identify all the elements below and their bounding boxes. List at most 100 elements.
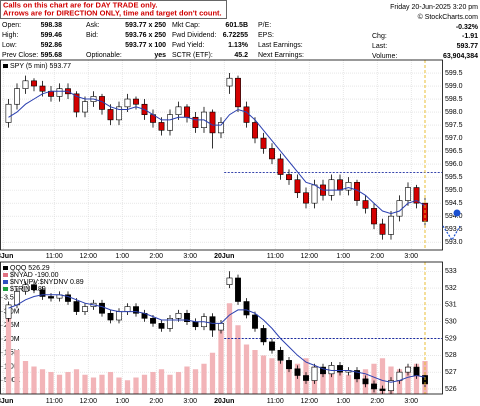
x-tick-label: 11:00	[267, 253, 284, 260]
volume-bar	[328, 372, 335, 394]
volume-bar	[405, 366, 411, 394]
candle-body	[22, 284, 29, 292]
legend-label: QQQ 526.29	[10, 265, 50, 272]
candle-body	[226, 77, 233, 87]
volume-tick-label: 1.0M	[4, 363, 20, 370]
candle-body	[209, 111, 216, 134]
x-tick-label: 3:00	[404, 253, 418, 260]
field-label: Ask:	[86, 22, 100, 29]
candle-body	[413, 366, 420, 376]
candle-body	[133, 98, 139, 105]
y-tick-label: 597.0	[445, 135, 463, 142]
y-tick-label: 596.5	[445, 148, 463, 155]
y-tick-label: 526	[445, 386, 457, 393]
field-value: 593.77 x 100	[125, 42, 166, 49]
candle-body	[235, 77, 241, 108]
volume-bar	[192, 369, 199, 394]
volume-bar	[22, 361, 29, 394]
volume-bar	[371, 363, 377, 394]
candle-body	[345, 182, 352, 191]
candle-body	[303, 192, 309, 204]
x-tick-label: 12:00	[300, 398, 318, 405]
x-tick-label: 12:00	[79, 253, 97, 260]
notice-line: Calls on this chart are for DAY TRADE on…	[3, 0, 157, 9]
legend-label: SPY (5 min) 593.77	[10, 63, 71, 70]
field-value: 593.76 x 250	[125, 32, 166, 39]
candle-body	[311, 184, 318, 204]
volume-bar	[133, 377, 139, 394]
field-label: SCTR (ETF):	[172, 52, 213, 59]
candle-body	[107, 109, 114, 121]
y-tick-label: 598.0	[445, 109, 463, 116]
candle-body	[184, 106, 190, 118]
volume-bar	[116, 377, 122, 394]
volume-bar	[167, 374, 173, 394]
y-tick-label: 527	[445, 369, 457, 376]
volume-bar	[243, 344, 250, 394]
candle-body	[184, 312, 190, 322]
candle-body	[116, 106, 122, 121]
legend-swatch	[3, 266, 8, 270]
volume-bar	[141, 374, 148, 394]
field-label: Fwd Dividend:	[172, 32, 216, 39]
volume-bar	[320, 369, 326, 394]
y-tick-label: 594.0	[445, 213, 463, 220]
field-label: P/E:	[258, 22, 271, 29]
candle-body	[362, 200, 369, 209]
legend-swatch	[3, 280, 8, 284]
candle-body	[277, 158, 284, 175]
x-tick-label: 3:00	[183, 398, 197, 405]
candle-body	[31, 284, 37, 291]
x-tick-label: 11:00	[46, 253, 63, 260]
candle-body	[260, 137, 267, 149]
volume-bar	[56, 374, 63, 394]
plot-frame	[0, 59, 443, 251]
plot-frame	[0, 261, 443, 395]
moving-average	[8, 294, 426, 383]
x-tick-label: 12:00	[300, 253, 318, 260]
field-label: Last Earnings:	[258, 42, 303, 49]
field-label: Mkt Cap:	[172, 22, 200, 29]
volume-bar	[226, 303, 233, 394]
volume-bar	[175, 372, 182, 394]
volume-bar	[31, 366, 37, 394]
candle-body	[82, 101, 88, 113]
lower-panel: 526 527 528 529 530 531 532 533 18Jun 11:00 12:00 1…	[0, 261, 457, 405]
candle-body	[243, 301, 250, 316]
x-tick-label: 12:00	[79, 398, 97, 405]
candle-body	[99, 302, 105, 314]
volume-bar	[269, 358, 275, 394]
volume-bar	[14, 350, 20, 394]
x-tick-label: 2:00	[370, 253, 384, 260]
field-value: 592.86	[41, 42, 63, 49]
candle-body	[413, 187, 420, 204]
y-tick-label: 597.5	[445, 122, 463, 129]
field-value: -1.91	[462, 33, 478, 40]
direction-arrow	[442, 209, 461, 242]
candle-body	[107, 312, 114, 321]
volume-tick-label: 3.5M	[4, 295, 20, 302]
volume-bar	[124, 380, 131, 394]
field-value: 63,904,384	[443, 53, 478, 60]
field-value: 45.2	[234, 52, 248, 59]
volume-bar	[201, 363, 207, 394]
candle-body	[22, 80, 29, 89]
legend-label: $NYAD -190.00	[10, 272, 59, 279]
field-label: EPS:	[258, 32, 274, 39]
candle-body	[286, 174, 292, 181]
candle-body	[286, 360, 292, 370]
y-tick-label: 593.0	[445, 239, 463, 246]
candle-body	[311, 366, 318, 381]
candle-body	[226, 277, 233, 286]
volume-bar	[65, 372, 71, 394]
field-value: 1.13%	[228, 42, 249, 49]
candle-body	[158, 323, 165, 329]
candle-body	[337, 365, 343, 373]
field-value: 598.38	[41, 22, 63, 29]
candle-body	[303, 375, 309, 381]
x-tick-label: 1:00	[336, 398, 350, 405]
notice-line: Arrows are for DIRECTION ONLY, time and …	[3, 8, 222, 17]
candle-body	[73, 93, 80, 113]
candle-body	[150, 318, 156, 324]
field-label: Optionable:	[86, 52, 122, 59]
